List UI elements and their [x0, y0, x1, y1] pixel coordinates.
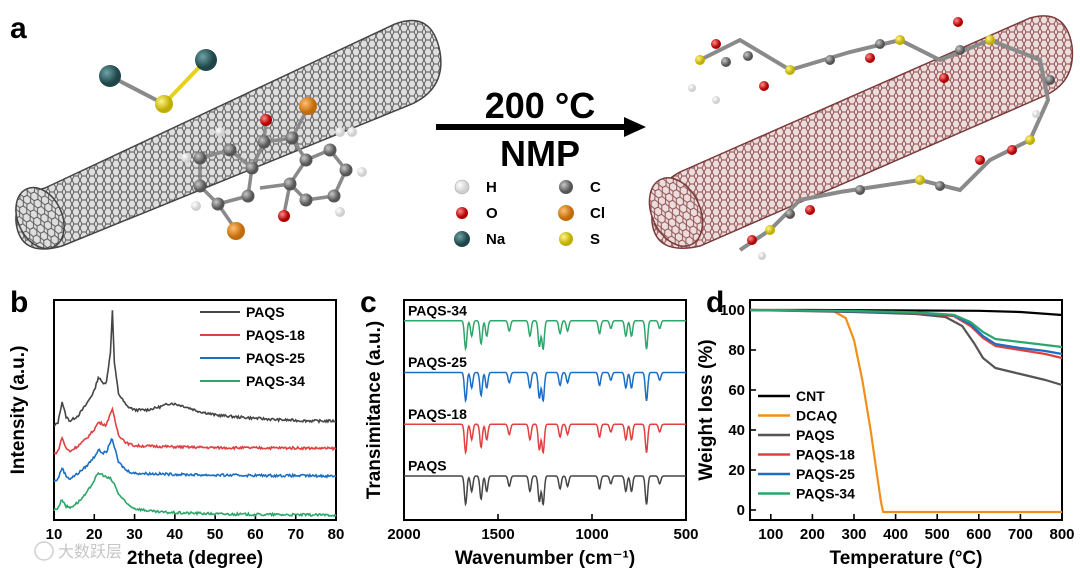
- tga-legend-label: PAQS-25: [796, 466, 855, 482]
- right-carbon-nanotube: [648, 15, 1074, 250]
- atom-key-c: C: [590, 179, 601, 196]
- xrd-xtick-label: 40: [167, 526, 184, 543]
- tga-ytick-label: 20: [728, 462, 745, 479]
- ftir-y-axis-title: Transimitance (a.u.): [364, 321, 385, 499]
- condition-temperature: 200 °C: [485, 85, 595, 126]
- tga-series-paqs-25: [749, 308, 1063, 356]
- tga-chart: 100 200 300 400 500 600 700 800 0 20 40 60 80 100 Temp…: [696, 299, 1075, 569]
- tga-legend-label: PAQS-18: [796, 447, 855, 463]
- tga-xtick-label: 300: [841, 526, 866, 543]
- tga-ytick-label: 60: [728, 382, 745, 399]
- xrd-series-paqs-25: [53, 437, 337, 483]
- tga-xtick-label: 800: [1049, 526, 1074, 543]
- ftir-series-paqs-34: [404, 319, 686, 352]
- tga-series-paqs-18: [749, 308, 1063, 360]
- ftir-series-label: PAQS-34: [408, 302, 467, 318]
- reaction-arrow: [436, 117, 646, 137]
- xrd-legend-label: PAQS: [246, 304, 285, 320]
- tga-xtick-label: 500: [925, 526, 950, 543]
- tga-ytick-label: 40: [728, 422, 745, 439]
- atom-key-cl-swatch: [558, 205, 574, 221]
- panel-label-d: d: [706, 286, 724, 319]
- tga-x-axis-title: Temperature (°C): [830, 548, 983, 569]
- atom-key-o-swatch: [456, 207, 468, 219]
- tga-series-dcaq: [749, 308, 1062, 514]
- ftir-x-axis-title: Wavenumber (cm⁻¹): [455, 548, 635, 569]
- atom-key-c-swatch: [559, 180, 573, 194]
- atom-key-s-swatch: [559, 232, 573, 246]
- ftir-series-label: PAQS-18: [408, 406, 467, 422]
- tga-xtick-label: 400: [883, 526, 908, 543]
- ftir-chart: 2000 1500 1000 500 Wavenumber (cm⁻¹) Transimi…: [364, 299, 699, 569]
- xrd-y-axis-title: Intensity (a.u.): [8, 346, 29, 475]
- tga-ytick-label: 0: [737, 502, 745, 519]
- xrd-xtick-label: 10: [46, 526, 63, 543]
- ftir-plot-frame: [403, 299, 687, 521]
- tga-xtick-label: 600: [966, 526, 991, 543]
- xrd-xtick-label: 60: [247, 526, 264, 543]
- ftir-series-paqs: [404, 475, 686, 507]
- tga-y-axis-title: Weight loss (%): [696, 339, 717, 480]
- ftir-xtick-label: 1000: [575, 526, 608, 543]
- panel-label-c: c: [360, 286, 377, 319]
- tga-plot-frame: [749, 299, 1063, 521]
- paqs-polymer-chain: [688, 17, 1055, 260]
- atom-key-h: H: [486, 179, 497, 196]
- xrd-xtick-label: 70: [287, 526, 304, 543]
- xrd-legend-label: PAQS-25: [246, 350, 305, 366]
- xrd-plot-frame: [53, 299, 337, 521]
- left-carbon-nanotube: [15, 19, 442, 250]
- ftir-xtick-label: 500: [673, 526, 698, 543]
- xrd-legend-label: PAQS-18: [246, 327, 305, 343]
- ftir-series-label: PAQS-25: [408, 354, 467, 370]
- ftir-series-paqs-25: [404, 371, 686, 404]
- atom-key-h-swatch: [454, 179, 470, 195]
- tga-series-paqs-34: [749, 308, 1063, 349]
- tga-ytick-label: 100: [720, 302, 745, 319]
- watermark: 大数跃层: [34, 541, 122, 561]
- atom-legend: H C O Cl Na S: [454, 179, 605, 248]
- tga-xtick-label: 200: [800, 526, 825, 543]
- ftir-series-label: PAQS: [408, 458, 447, 474]
- ftir-xtick-label: 1500: [481, 526, 514, 543]
- xrd-xtick-label: 30: [126, 526, 143, 543]
- xrd-series-paqs-34: [53, 471, 337, 518]
- tga-xtick-label: 700: [1008, 526, 1033, 543]
- condition-solvent: NMP: [500, 133, 580, 174]
- xrd-legend-label: PAQS-34: [246, 373, 305, 389]
- tga-ytick-label: 80: [728, 342, 745, 359]
- tga-legend-label: PAQS-34: [796, 486, 855, 502]
- watermark-logo-icon: [34, 541, 54, 561]
- ftir-xtick-label: 2000: [387, 526, 420, 543]
- atom-key-na-swatch: [454, 231, 470, 247]
- xrd-series-paqs: [53, 310, 337, 427]
- atom-key-na: Na: [486, 231, 506, 248]
- xrd-xtick-label: 20: [86, 526, 103, 543]
- ftir-series-paqs-18: [404, 423, 686, 456]
- tga-legend-label: CNT: [796, 388, 825, 404]
- atom-key-s: S: [590, 231, 600, 248]
- xrd-x-axis-title: 2theta (degree): [127, 548, 263, 569]
- xrd-xtick-label: 80: [328, 526, 345, 543]
- xrd-chart: 10 20 30 40 50 60 70 80 2theta (degree) Intensity…: [8, 299, 345, 569]
- tga-legend-label: DCAQ: [796, 408, 837, 424]
- atom-key-cl: Cl: [590, 205, 605, 222]
- panel-label-a: a: [10, 12, 27, 45]
- atom-key-o: O: [486, 205, 498, 222]
- xrd-xtick-label: 50: [207, 526, 224, 543]
- tga-xtick-label: 100: [758, 526, 783, 543]
- sodium-sulfide-molecule: [99, 49, 217, 113]
- dcaq-molecule: [181, 97, 367, 240]
- panel-label-b: b: [10, 286, 28, 319]
- xrd-series-paqs-18: [53, 406, 337, 455]
- watermark-text: 大数跃层: [58, 543, 122, 561]
- tga-legend-label: PAQS: [796, 427, 835, 443]
